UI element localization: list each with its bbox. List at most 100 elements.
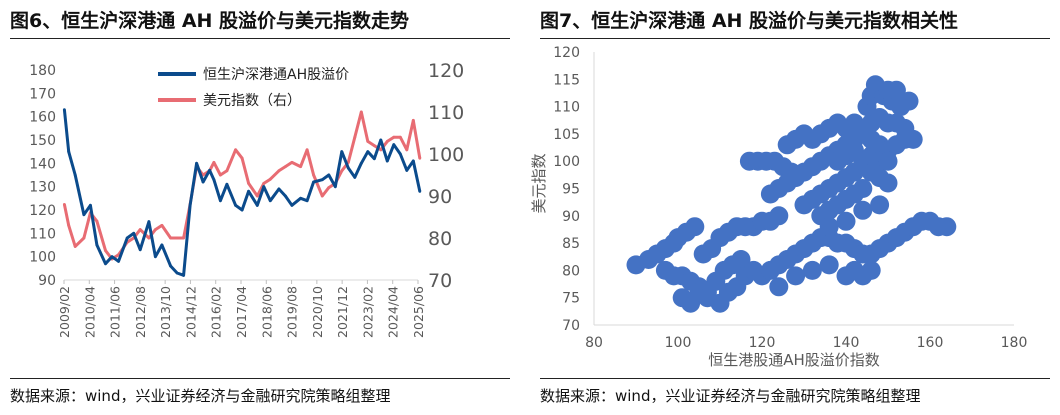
left-x-tick-label-14: 2025/06: [411, 286, 426, 338]
series-1-point-44: [366, 140, 370, 143]
scatter-y-tick-label-6: 100: [553, 154, 580, 170]
series-1-point-38: [327, 186, 331, 190]
left-y-tick-label-1: 100: [29, 250, 56, 266]
series-0-point-35: [305, 199, 309, 203]
series-0-point-11: [138, 248, 142, 252]
right-y-tick-label-1: 80: [428, 228, 452, 250]
series-0-point-36: [312, 180, 316, 184]
series-0-point-17: [182, 273, 185, 277]
series-1-point-15: [169, 236, 172, 240]
scatter-point-133: [899, 91, 919, 111]
scatter-point-132: [886, 80, 906, 100]
scatter-y-tick-label-4: 90: [562, 209, 580, 225]
scatter-y-tick-label-9: 115: [553, 72, 580, 88]
left-x-tick-label-0: 2009/02: [57, 286, 72, 338]
series-1-point-27: [247, 182, 250, 185]
series-1-point-40: [340, 169, 344, 173]
left-y-tick-label-9: 180: [29, 63, 56, 79]
scatter-x-tick-label-3: 140: [833, 335, 860, 351]
series-0-point-29: [262, 185, 266, 189]
right-chart-svg: 70 75 80 85 90 95 100 105 110 115 120 80 100 120 140 16…: [530, 45, 1027, 369]
series-0-point-8: [117, 259, 120, 263]
left-y-tick-label-3: 120: [29, 203, 56, 219]
series-1-point-5: [95, 219, 99, 223]
left-chart-title: 图6、恒生沪深港通 AH 股溢价与美元指数走势: [10, 10, 410, 32]
left-x-tick-label-3: 2012/08: [133, 286, 148, 338]
series-1-point-45: [372, 144, 376, 148]
series-0-point-28: [255, 203, 259, 207]
series-1-point-1: [67, 224, 71, 227]
left-x-tick-label-11: 2021/12: [335, 286, 350, 338]
scatter-y-tick-label-3: 85: [562, 236, 580, 252]
scatter-point-57: [819, 255, 839, 275]
series-0-point-7: [110, 255, 114, 259]
legend-label-0: 恒生沪深港通AH股溢价: [203, 67, 349, 83]
series-1-point-43: [359, 110, 363, 114]
scatter-y-tick-label-0: 70: [562, 318, 580, 334]
series-0-point-40: [340, 150, 344, 154]
scatter-y-tick-label-8: 110: [553, 100, 580, 116]
scatter-point-102: [878, 173, 898, 193]
series-0-point-6: [104, 262, 107, 266]
series-0-point-50: [405, 168, 409, 172]
series-0-point-49: [398, 152, 402, 156]
left-y-tick-label-8: 170: [29, 86, 56, 102]
left-x-tick-label-8: 2018/06: [259, 286, 274, 338]
series-1-point-23: [219, 173, 222, 177]
series-0-point-38: [327, 173, 331, 177]
series-1-point-35: [305, 148, 309, 152]
left-x-tick-label-1: 2010/04: [82, 286, 97, 338]
series-0-point-5: [95, 243, 99, 247]
left-panel: 图6、恒生沪深港通 AH 股溢价与美元指数走势 90 100 110 120 130 14…: [0, 0, 520, 415]
scatter-point-17: [664, 266, 684, 286]
series-0-point-14: [160, 243, 164, 247]
series-1-point-48: [392, 135, 396, 139]
series-1-point-6: [104, 249, 107, 253]
series-1-point-30: [268, 177, 272, 181]
series-0-point-48: [392, 143, 396, 147]
scatter-y-tick-label-10: 120: [553, 45, 580, 61]
series-0-point-31: [277, 187, 281, 191]
right-y-tick-label-5: 120: [428, 60, 464, 82]
series-0-point-23: [219, 199, 222, 203]
scatter-y-tick-label-1: 75: [562, 291, 580, 307]
series-0-point-20: [201, 180, 205, 184]
series-0-point-34: [299, 196, 303, 200]
scatter-point-136: [794, 124, 814, 144]
series-0-point-2: [73, 173, 77, 177]
scatter-point-53: [861, 260, 881, 280]
scatter-y-tick-label-2: 80: [562, 263, 580, 279]
left-title-rule: [10, 38, 510, 39]
series-0-point-39: [333, 185, 337, 189]
left-x-tick-label-7: 2017/04: [234, 286, 249, 338]
series-1-point-28: [255, 194, 259, 198]
series-1-point-17: [182, 236, 185, 240]
series-0-point-24: [225, 182, 229, 186]
series-1-point-3: [82, 236, 86, 240]
right-y-tick-label-0: 70: [428, 270, 452, 292]
left-y-tick-label-6: 150: [29, 133, 56, 149]
scatter-x-tick-label-4: 160: [917, 335, 944, 351]
left-y-tick-label-7: 160: [29, 110, 56, 126]
right-title-rule: [540, 38, 1050, 39]
series-1-point-52: [418, 156, 422, 160]
scatter-point-109: [819, 217, 839, 237]
series-1-point-25: [234, 148, 237, 152]
left-x-tick-label-12: 2023/02: [360, 286, 375, 338]
scatter-x-tick-label-2: 120: [749, 335, 776, 351]
series-0-point-1: [67, 150, 71, 154]
series-0-point-27: [247, 189, 250, 193]
series-1-point-51: [411, 119, 415, 122]
scatter-x-tick-label-0: 80: [585, 335, 603, 351]
series-0-point-47: [385, 159, 389, 163]
series-0-point-45: [372, 157, 376, 161]
series-1-point-22: [212, 161, 216, 164]
series-1-point-32: [284, 165, 287, 169]
series-0-point-10: [132, 231, 136, 235]
series-0-point-46: [379, 138, 383, 142]
series-0-point-22: [212, 178, 216, 182]
left-y-tick-label-5: 140: [29, 156, 56, 172]
scatter-y-tick-label-5: 95: [562, 182, 580, 198]
scatter-x-axis-label: 恒生港股通AH股溢价指数: [708, 351, 880, 369]
series-1-point-0: [62, 203, 66, 206]
